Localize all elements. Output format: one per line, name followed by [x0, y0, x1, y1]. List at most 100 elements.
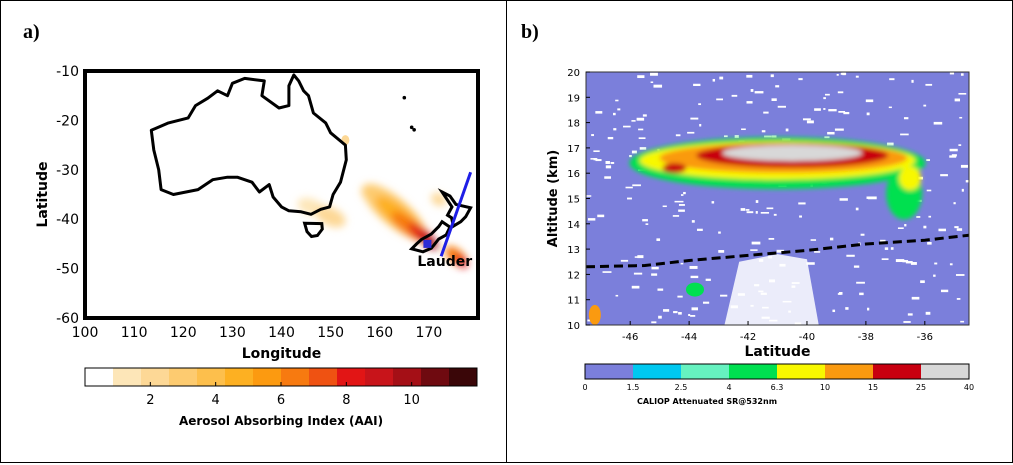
speckle	[839, 198, 848, 201]
y-tick-label-a: -60	[56, 311, 79, 327]
colorbar-a-title: Aerosol Absorbing Index (AAI)	[179, 414, 383, 428]
speckle	[607, 136, 614, 140]
colorbar-b-segment	[921, 364, 970, 379]
speckle	[760, 211, 770, 214]
speckle	[718, 231, 721, 234]
colorbar-b-frame	[584, 363, 970, 380]
speckle	[920, 280, 925, 284]
speckle	[806, 262, 815, 265]
speckle	[763, 111, 769, 114]
speckle	[680, 194, 684, 196]
lauder-site-marker	[423, 239, 432, 248]
layer-contour	[662, 163, 687, 174]
speckle	[610, 161, 615, 164]
speckle	[775, 85, 780, 88]
speckle	[650, 72, 658, 76]
speckle	[773, 213, 777, 216]
speckle	[642, 219, 648, 222]
y-tick-label-b: 13	[567, 245, 580, 256]
speckle	[840, 72, 847, 75]
speckle	[741, 128, 746, 131]
speckle	[673, 311, 678, 314]
edge-patch	[588, 304, 601, 325]
speckle	[829, 237, 834, 241]
speckle	[890, 247, 894, 250]
speckle	[751, 241, 761, 245]
colorbar-a-tick-label: 4	[212, 393, 220, 408]
speckle	[949, 72, 955, 75]
speckle	[911, 296, 920, 300]
speckle	[961, 188, 964, 192]
speckle	[827, 131, 835, 135]
speckle	[823, 97, 826, 100]
speckle	[653, 84, 663, 88]
speckle	[689, 265, 698, 269]
speckle	[691, 220, 695, 223]
speckle	[632, 184, 641, 187]
speckle	[639, 147, 647, 150]
speckle	[631, 150, 637, 154]
speckle	[867, 307, 870, 311]
speckle	[663, 309, 670, 312]
speckle	[650, 81, 654, 83]
speckle	[755, 200, 759, 203]
speckle	[880, 239, 886, 243]
speckle	[828, 109, 837, 112]
speckle	[916, 216, 921, 218]
speckle	[750, 88, 754, 92]
speckle	[631, 285, 640, 289]
colorbar-b-tick-label: 15	[868, 383, 878, 392]
colorbar-b-segment	[873, 364, 922, 379]
panel-a-label: a)	[23, 21, 40, 43]
colorbar-a-segment	[169, 368, 198, 386]
layer-contour	[722, 144, 863, 161]
speckle	[903, 321, 911, 323]
speckle	[699, 123, 702, 127]
speckle	[645, 223, 649, 225]
x-tick-label-b: -46	[622, 332, 638, 343]
speckle	[658, 315, 662, 319]
speckle	[678, 209, 685, 212]
y-tick-label-b: 12	[567, 270, 580, 281]
speckle	[814, 251, 821, 253]
colorbar-a-segment	[365, 368, 394, 386]
colorbar-a-segment	[85, 368, 114, 386]
speckle	[824, 136, 830, 139]
speckle	[687, 131, 695, 134]
speckle	[620, 259, 629, 262]
speckle	[693, 83, 701, 87]
speckle	[605, 161, 610, 164]
speckle	[770, 74, 774, 78]
speckle	[711, 201, 715, 204]
speckle	[678, 312, 682, 315]
speckle	[843, 111, 850, 115]
speckle	[928, 215, 932, 218]
y-tick-label-b: 16	[567, 169, 580, 180]
speckle	[638, 137, 646, 140]
speckle	[934, 262, 938, 265]
colorbar-b-tick-label: 2.5	[675, 383, 688, 392]
speckle	[949, 155, 957, 158]
island-speck-0	[319, 54, 323, 58]
speckle	[958, 92, 967, 95]
speckle	[651, 273, 658, 276]
speckle	[637, 255, 644, 259]
colorbar-b-tick-label: 10	[820, 383, 830, 392]
colorbar-a-segment	[309, 368, 338, 386]
colorbar-a-tick-label: 2	[146, 393, 154, 408]
speckle	[933, 121, 943, 125]
speckle	[959, 116, 963, 119]
colorbar-b-tick-label: 0	[582, 383, 587, 392]
speckle	[954, 98, 961, 102]
caliop-track-line	[439, 171, 473, 257]
speckle	[586, 195, 592, 197]
colorbar-b-segment	[777, 364, 826, 379]
speckle	[866, 112, 870, 116]
x-tick-label-a: 100	[72, 325, 99, 341]
speckle	[746, 211, 754, 214]
speckle	[902, 260, 909, 263]
speckle	[768, 237, 775, 240]
speckle	[802, 118, 811, 121]
speckle	[625, 186, 633, 189]
speckle	[855, 207, 859, 211]
